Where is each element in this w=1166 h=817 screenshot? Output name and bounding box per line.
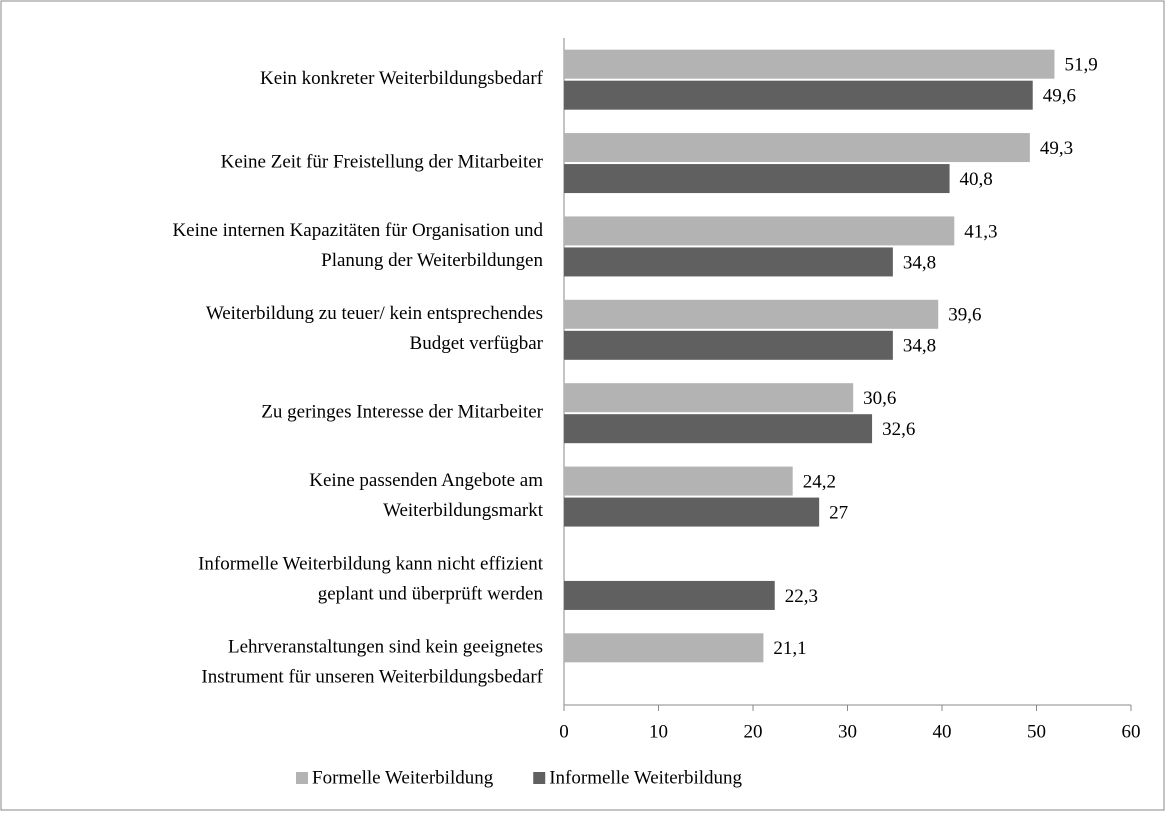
x-tick-label: 20 [744,721,763,742]
value-label: 27 [829,502,848,523]
x-tick-label: 40 [933,721,952,742]
value-label: 49,3 [1040,138,1073,159]
bar [564,216,955,246]
category-label: Planung der Weiterbildungen [321,250,543,271]
category-label: Informelle Weiterbildung kann nicht effi… [198,553,544,574]
value-label: 39,6 [948,305,981,326]
category-label: Weiterbildungsmarkt [383,500,544,521]
value-label: 21,1 [773,638,806,659]
value-label: 34,8 [903,336,936,357]
bar [564,633,764,663]
legend-swatch [296,772,308,784]
value-label: 22,3 [785,586,818,607]
category-label: Budget verfügbar [410,333,544,354]
value-label: 24,2 [803,471,836,492]
value-label: 40,8 [960,169,993,190]
value-label: 41,3 [964,221,997,242]
bar [564,49,1055,79]
bar [564,580,775,610]
category-label: Instrument für unseren Weiterbildungsbed… [201,667,543,688]
category-label: Keine internen Kapazitäten für Organisat… [172,220,543,241]
bar [564,466,793,496]
bar [564,164,950,194]
category-label: Keine Zeit für Freistellung der Mitarbei… [221,151,544,172]
value-label: 34,8 [903,252,936,273]
x-tick-label: 10 [649,721,668,742]
category-label: Zu geringes Interesse der Mitarbeiter [261,402,543,423]
x-tick-label: 0 [559,721,569,742]
bar [564,299,939,329]
bar [564,133,1030,163]
category-label: Keine passenden Angebote am [309,470,543,491]
bar [564,497,820,527]
bar [564,383,854,413]
legend-label: Formelle Weiterbildung [312,767,494,788]
value-label: 49,6 [1043,86,1076,107]
legend-swatch [533,772,546,784]
x-tick-label: 30 [838,721,857,742]
value-label: 30,6 [863,388,896,409]
bar [564,80,1033,110]
category-label: Lehrveranstaltungen sind kein geeignetes [228,637,543,658]
bar [564,247,893,277]
bar [564,414,873,444]
value-label: 32,6 [882,419,915,440]
value-label: 51,9 [1064,55,1097,76]
category-label: Kein konkreter Weiterbildungsbedarf [260,68,544,89]
legend-label: Informelle Weiterbildung [549,767,742,788]
x-tick-label: 60 [1122,721,1141,742]
x-tick-label: 50 [1027,721,1046,742]
bar [564,330,893,360]
category-label: Weiterbildung zu teuer/ kein entsprechen… [206,303,543,324]
category-label: geplant und überprüft werden [318,583,544,604]
